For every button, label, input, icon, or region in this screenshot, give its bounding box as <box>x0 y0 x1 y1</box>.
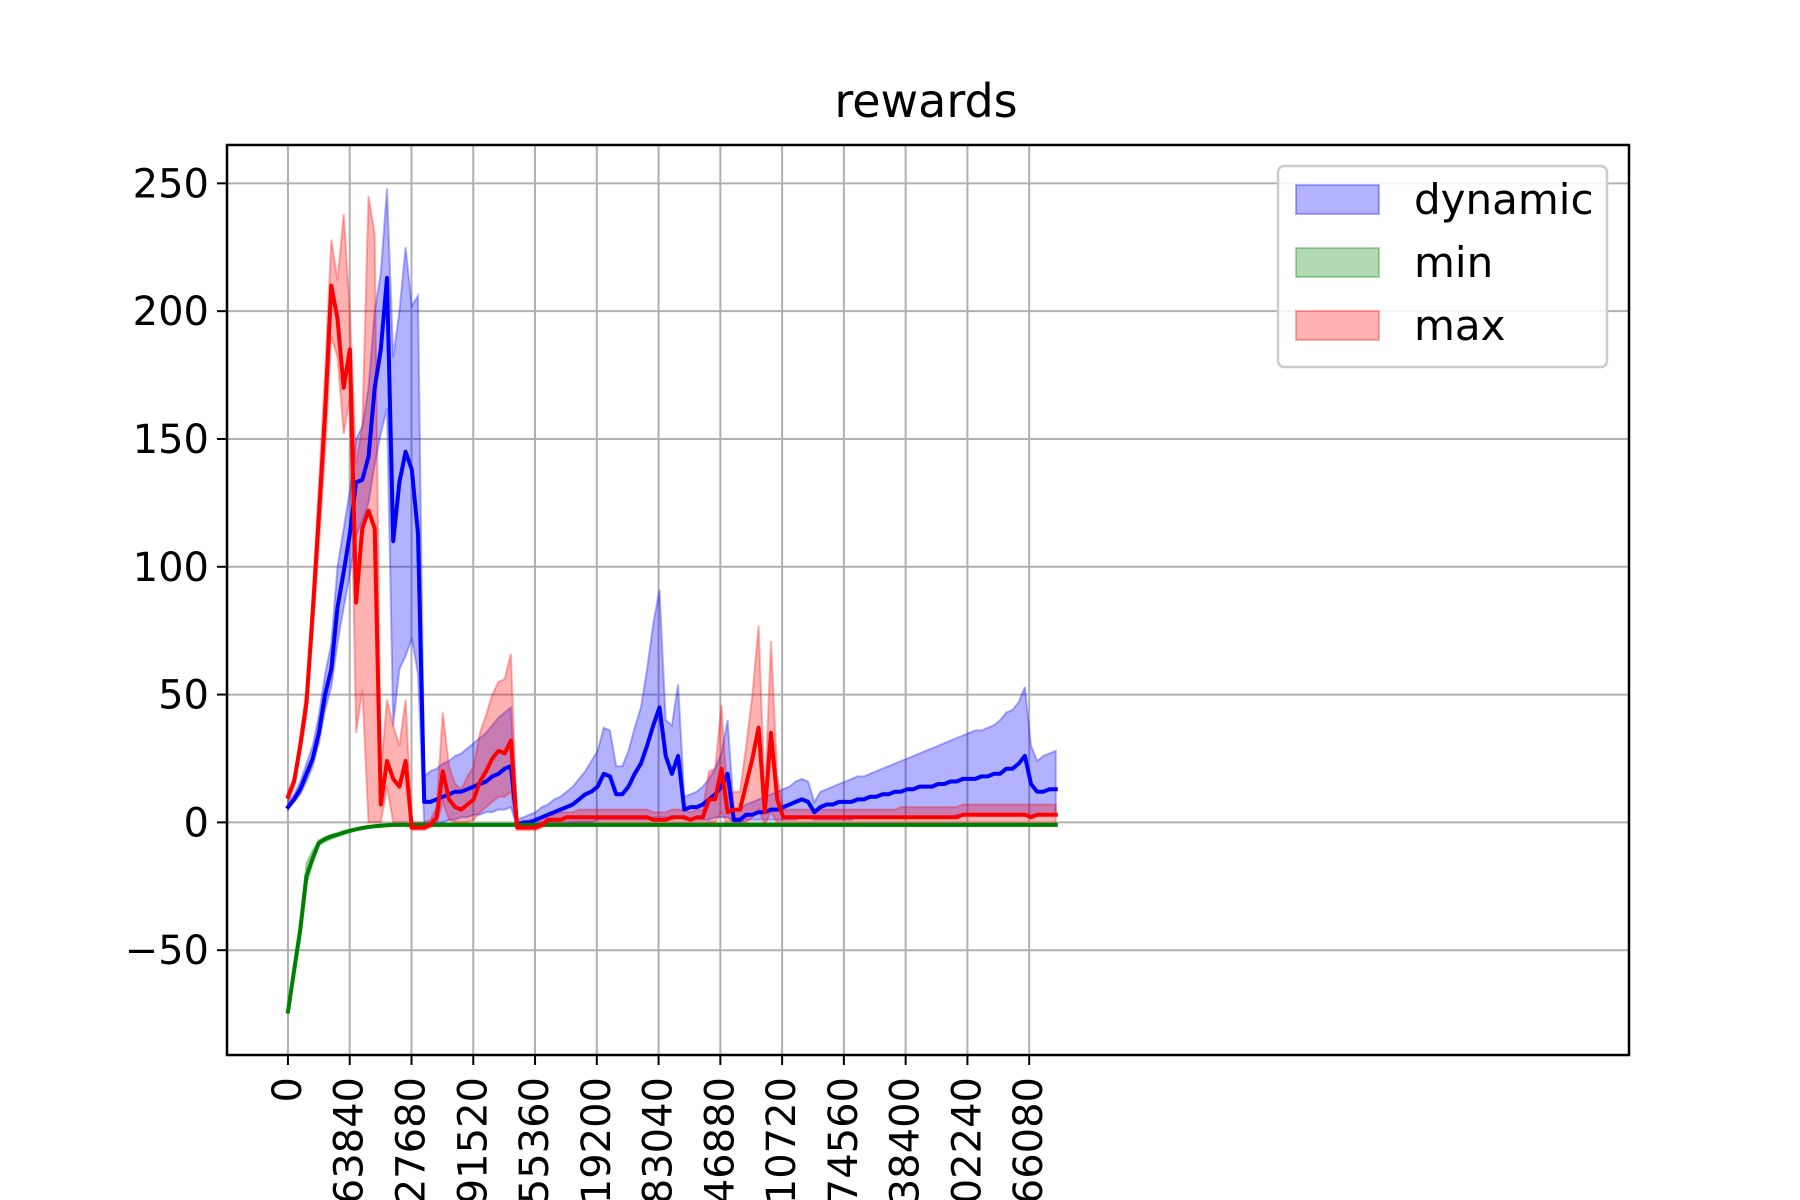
grid <box>227 145 1629 1055</box>
y-tick-label: 200 <box>133 289 209 335</box>
plot-frame <box>225 143 1631 1057</box>
chart-title: rewards <box>834 74 1017 128</box>
legend-label-dynamic: dynamic <box>1414 175 1594 224</box>
legend-swatch-dynamic <box>1295 184 1380 215</box>
x-tick-label: 0 <box>265 1077 311 1102</box>
y-tick-label: 150 <box>133 417 209 463</box>
x-tick-label: 510720 <box>759 1077 805 1200</box>
x-tick-label: 383040 <box>636 1077 682 1200</box>
x-tick-label: 63840 <box>327 1077 373 1200</box>
legend-box <box>1276 164 1609 369</box>
legend-label-max: max <box>1414 301 1506 350</box>
line-min <box>285 822 1058 1014</box>
y-tick-label: 250 <box>133 161 209 207</box>
x-tick-label: 638400 <box>883 1077 929 1200</box>
x-tick-label: 255360 <box>512 1077 558 1200</box>
line-max <box>285 283 1058 830</box>
y-tick-label: −50 <box>125 928 209 974</box>
x-tick-label: 319200 <box>574 1077 620 1200</box>
y-tick-label: 100 <box>133 545 209 591</box>
legend-swatch-min <box>1295 247 1380 278</box>
x-tick-label: 702240 <box>944 1077 990 1200</box>
x-tick-label: 127680 <box>388 1077 434 1200</box>
x-axis: 0 63840 127680 191520 255360 319200 383040 4468… <box>265 1055 1052 1200</box>
y-tick-label: 0 <box>184 800 209 846</box>
x-tick-label: 446880 <box>697 1077 743 1200</box>
plot-area <box>225 143 1631 1057</box>
series-lines <box>285 275 1058 1014</box>
legend-label-min: min <box>1414 238 1493 287</box>
legend: dynamic min max <box>1276 164 1609 369</box>
x-tick-label: 766080 <box>1006 1077 1052 1200</box>
y-axis: 250 200 150 100 50 0 −50 <box>125 161 227 974</box>
legend-swatch-max <box>1295 310 1380 341</box>
line-dynamic <box>285 275 1058 827</box>
x-tick-label: 191520 <box>450 1077 496 1200</box>
x-tick-label: 574560 <box>821 1077 867 1200</box>
y-tick-label: 50 <box>158 673 209 719</box>
